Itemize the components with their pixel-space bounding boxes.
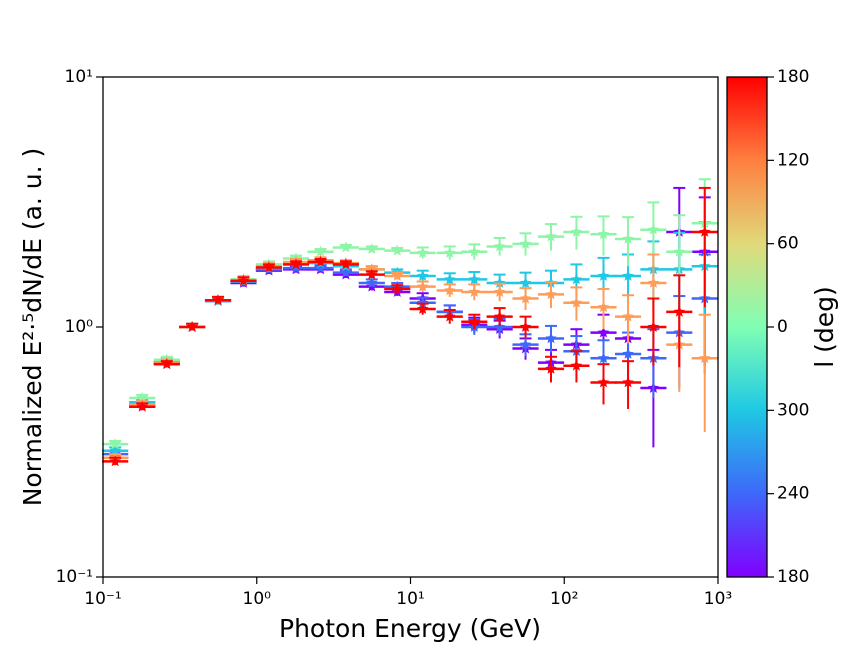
marker [468,245,480,257]
colorbar-label: l (deg) [810,286,839,368]
marker [290,258,302,270]
marker [444,246,456,258]
series [102,253,718,463]
marker [493,277,506,288]
marker [493,310,506,322]
marker [597,352,610,364]
marker [444,273,456,285]
marker [570,225,583,237]
series [102,178,718,449]
colorbar-tick-label: 180 [777,567,809,587]
marker [519,321,532,332]
marker [136,400,148,412]
colorbar-tick-label: 240 [777,484,809,504]
x-tick-label: 10² [550,589,578,609]
marker [212,294,224,306]
colorbar [726,76,768,578]
y-axis-label: Normalized E²·⁵dN/dE (a. u. ) [18,148,47,507]
colorbar-tick-label: 60 [777,234,799,254]
marker [109,455,121,467]
marker [673,305,685,317]
marker [622,233,634,244]
marker [366,243,378,254]
marker [417,296,429,308]
marker [417,303,429,314]
marker [622,310,634,322]
marker [519,292,532,304]
marker [545,288,557,300]
marker [444,310,456,322]
marker [417,246,429,258]
marker [545,230,557,242]
marker [570,359,583,371]
marker [417,280,429,292]
marker [597,301,610,313]
plot-frame [102,76,719,578]
series [102,253,718,459]
marker [391,282,403,294]
marker [161,358,173,369]
marker [340,241,352,253]
marker [699,352,711,364]
marker [647,223,660,235]
marker [366,277,378,288]
marker [314,245,327,257]
marker [597,376,610,388]
marker [340,258,352,270]
marker [519,277,532,288]
marker [136,392,148,403]
marker [570,273,583,285]
colorbar-tick-label: 0 [777,317,788,337]
x-tick-label: 10⁻¹ [84,589,121,609]
marker [109,444,121,456]
marker [519,338,532,350]
colorbar-tick-label: 180 [777,67,809,87]
marker [468,315,480,327]
marker [597,228,610,240]
y-tick-label: 10⁻¹ [56,567,93,587]
marker [237,274,250,286]
marker [468,273,480,285]
x-tick-label: 10¹ [396,589,424,609]
marker [391,270,403,281]
marker [290,262,302,273]
series [102,186,718,467]
marker [366,268,378,280]
marker [597,326,610,338]
marker [186,321,198,332]
x-tick-label: 10⁰ [243,589,272,609]
marker [417,270,429,281]
marker [314,262,327,273]
marker [673,245,685,257]
y-tick-label: 10⁰ [65,317,94,337]
marker [391,244,403,256]
marker [545,362,557,374]
marker [263,261,275,273]
marker [314,256,327,267]
colorbar-tick-label: 300 [777,400,809,420]
marker [444,284,456,296]
marker [622,348,634,359]
marker [570,296,583,308]
marker [647,321,660,332]
marker [493,240,506,252]
marker [340,266,352,278]
marker [545,332,557,344]
marker [493,286,506,297]
x-axis-label: Photon Energy (GeV) [279,614,541,643]
colorbar-tick-label: 120 [777,150,809,170]
marker [468,286,480,297]
marker [109,438,121,449]
marker [597,270,610,281]
marker [647,277,660,288]
x-tick-label: 10³ [704,589,732,609]
y-tick-label: 10¹ [65,67,93,87]
marker [493,321,506,332]
marker [519,237,532,249]
marker [622,376,634,388]
marker [699,225,711,237]
marker [622,270,634,281]
